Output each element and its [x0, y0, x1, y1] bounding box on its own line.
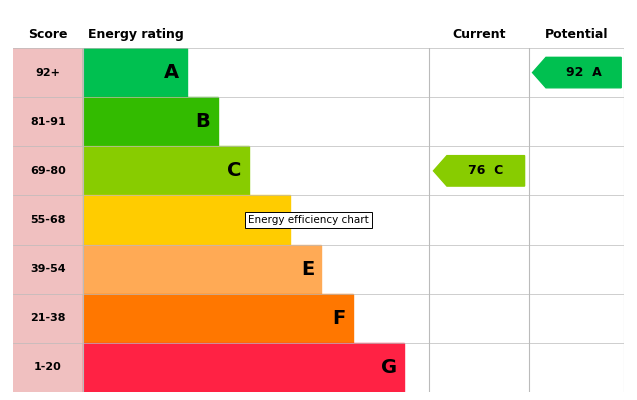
Text: Current: Current	[452, 28, 506, 41]
Text: 55-68: 55-68	[30, 215, 66, 225]
Bar	[83, 196, 290, 244]
Bar	[13, 48, 83, 392]
Text: C: C	[227, 161, 241, 180]
Bar	[83, 343, 404, 392]
Bar	[83, 48, 187, 97]
Text: Energy efficiency chart: Energy efficiency chart	[248, 215, 369, 225]
Bar	[83, 244, 322, 294]
Text: Energy rating: Energy rating	[88, 28, 183, 41]
Text: 1-20: 1-20	[34, 362, 62, 372]
Text: B: B	[196, 112, 210, 131]
Text: 76  C: 76 C	[468, 164, 503, 177]
Text: 21-38: 21-38	[30, 313, 66, 323]
Text: G: G	[381, 358, 397, 377]
Text: 92  A: 92 A	[566, 66, 601, 79]
Text: 69-80: 69-80	[30, 166, 66, 176]
Text: 81-91: 81-91	[30, 117, 66, 127]
Bar	[83, 294, 352, 343]
Polygon shape	[533, 57, 621, 88]
Bar	[83, 146, 249, 196]
Bar	[83, 97, 218, 146]
Text: F: F	[332, 309, 345, 328]
Text: 92+: 92+	[36, 68, 61, 78]
Text: D: D	[267, 210, 283, 230]
Text: E: E	[301, 260, 314, 279]
Text: A: A	[164, 63, 180, 82]
Polygon shape	[433, 156, 525, 186]
Text: Potential: Potential	[545, 28, 608, 41]
Text: Score: Score	[28, 28, 68, 41]
Text: 39-54: 39-54	[30, 264, 66, 274]
